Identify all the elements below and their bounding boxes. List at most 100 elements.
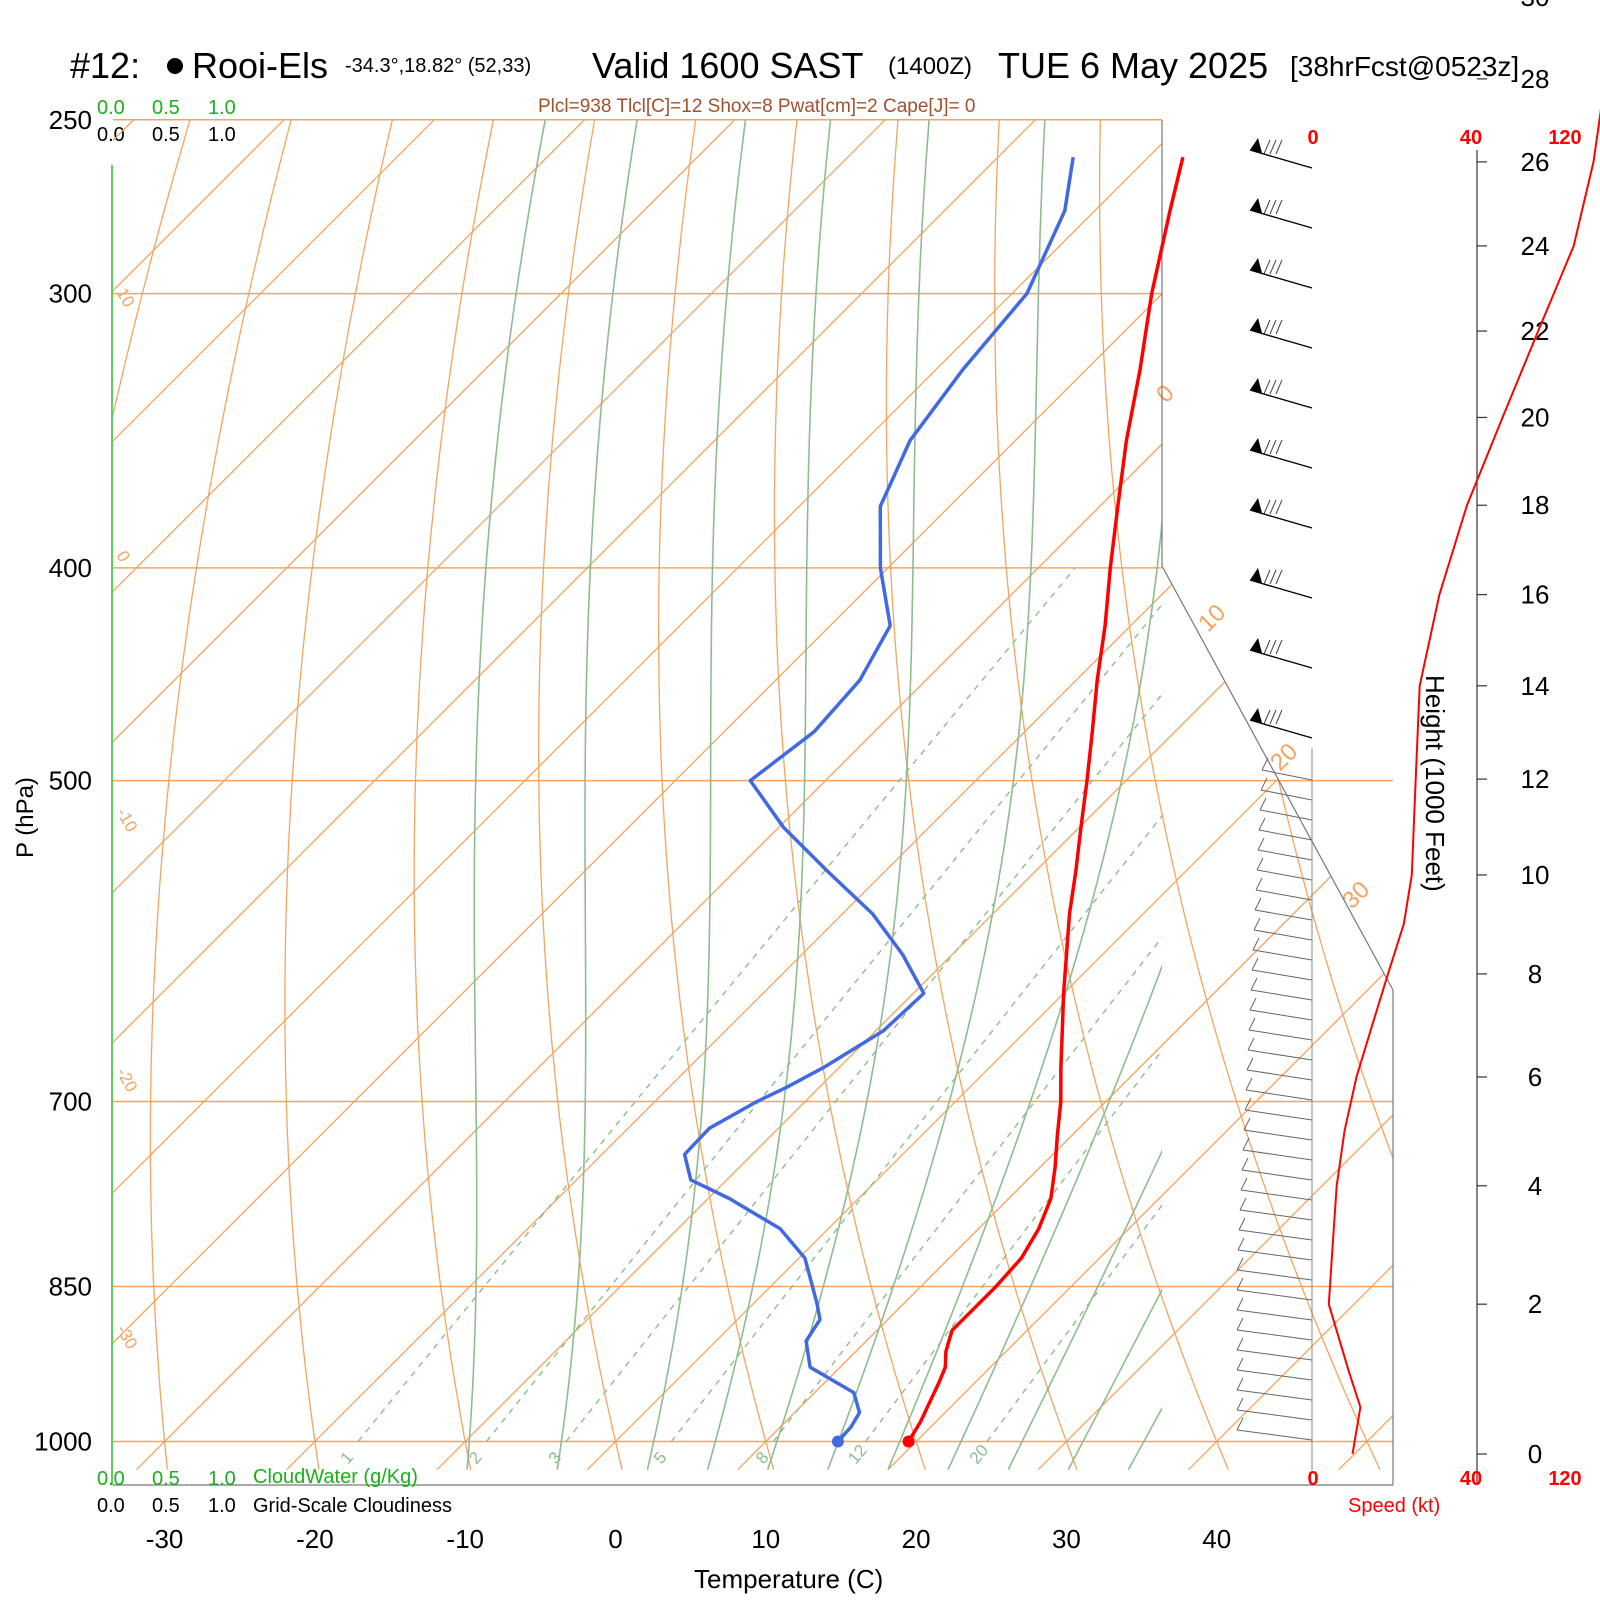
wind-barb-feather-9-1: [1269, 709, 1277, 725]
height-tick-4: 4: [1528, 1171, 1542, 1201]
mixing-ratio-label-20: 20: [966, 1441, 993, 1468]
wind-speed-line: [1327, 109, 1600, 1455]
station-dot-icon: [167, 58, 183, 74]
wind-barb-low-17: [1244, 1109, 1313, 1121]
wind-barb-low-3: [1258, 829, 1313, 841]
pressure-tick-850: 850: [49, 1272, 92, 1302]
wind-barb-low-5: [1256, 869, 1313, 881]
wind-barb-low-feather-9: [1252, 937, 1260, 951]
isotherm-20: [887, 120, 1393, 1471]
cloudwater-scale-bottom-1: 0.5: [152, 1468, 180, 1490]
dry-adiabat-20: [773, 120, 926, 1470]
wind-barb-low-feather-19: [1242, 1137, 1250, 1151]
dry-adiabat-30: [885, 120, 1078, 1470]
wind-barb-low-feather-25: [1236, 1257, 1244, 1271]
dry-adiabat-label--10: -10: [113, 805, 142, 836]
speed-tick-top-120: 120: [1548, 127, 1581, 149]
wind-barb-low-31: [1236, 1389, 1313, 1401]
wind-barb-pennant-0: [1250, 138, 1262, 153]
wind-barb-low-feather-1: [1260, 777, 1268, 791]
wind-barb-low-feather-22: [1239, 1197, 1247, 1211]
dry-adiabat--10: [413, 120, 495, 1470]
wind-barb-low-feather-14: [1247, 1037, 1255, 1051]
pressure-tick-700: 700: [49, 1086, 92, 1116]
height-tick-16: 16: [1521, 580, 1550, 610]
mixing-ratio-12: [865, 1049, 1162, 1442]
cloudiness-scale-bottom-2: 1.0: [208, 1495, 236, 1517]
wind-barb-low-15: [1246, 1069, 1313, 1081]
moist-adiabat-7: [947, 964, 1162, 1471]
mixing-ratio-label-12: 12: [844, 1441, 871, 1468]
wind-barb-pennant-1: [1250, 198, 1262, 213]
temperature-line: [907, 156, 1185, 1443]
mixing-ratio-label-1: 1: [337, 1448, 358, 1467]
wind-barb-low-16: [1245, 1089, 1313, 1101]
wind-barb-staff-0: [1249, 149, 1313, 169]
cloudiness-scale-top-1: 0.5: [152, 124, 180, 146]
temp-tick-40: 40: [1202, 1524, 1231, 1554]
forecast-run: [38hrFcst@0523z]: [1290, 51, 1519, 82]
moist-adiabat-5: [827, 120, 1046, 1470]
wind-barb-low-27: [1236, 1309, 1313, 1321]
wind-barb-low-29: [1236, 1349, 1313, 1361]
isotherm-0: [586, 120, 1393, 1471]
mixing-ratio-20: [986, 1204, 1162, 1442]
wind-barb-pennant-5: [1250, 438, 1262, 453]
wind-barb-low-9: [1252, 949, 1313, 961]
wind-barb-low-feather-23: [1238, 1217, 1246, 1231]
wind-barb-feather-5-1: [1269, 439, 1277, 455]
wind-barb-staff-3: [1249, 329, 1313, 349]
height-tick-22: 22: [1521, 316, 1550, 346]
surface-temperature-marker: [902, 1435, 915, 1448]
speed-tick-top-0: 0: [1307, 127, 1318, 149]
temp-tick--30: -30: [146, 1524, 184, 1554]
wind-barb-low-feather-20: [1241, 1157, 1249, 1171]
wind-barb-feather-5-0: [1263, 439, 1271, 455]
wind-barb-staff-7: [1249, 579, 1313, 599]
utc-time: (1400Z): [888, 53, 972, 80]
wind-barb-low-feather-27: [1236, 1297, 1244, 1311]
wind-barb-low-feather-6: [1255, 877, 1263, 891]
wind-barb-feather-0-0: [1263, 139, 1271, 155]
height-tick-26: 26: [1521, 147, 1550, 177]
valid-time: Valid 1600 SAST: [592, 45, 864, 86]
wind-barb-low-feather-3: [1258, 817, 1266, 831]
mixing-ratio-lines: 1 2 3 5 8 12 20: [337, 567, 1162, 1468]
height-tick-10: 10: [1521, 860, 1550, 890]
wind-barb-low-feather-26: [1236, 1277, 1244, 1291]
wind-barb-feather-7-2: [1275, 569, 1283, 585]
wind-barb-feather-6-0: [1263, 499, 1271, 515]
cloudwater-scale-top-0: 0.0: [97, 97, 125, 119]
dry-adiabat-label--30: -30: [113, 1322, 142, 1353]
height-tick-14: 14: [1521, 671, 1550, 701]
wind-barb-low-feather-5: [1256, 857, 1264, 871]
moist-adiabat-8: [1007, 1149, 1162, 1471]
wind-barb-low-30: [1236, 1369, 1313, 1381]
pressure-tick-300: 300: [49, 279, 92, 309]
cloudiness-scale-bottom-1: 0.5: [152, 1495, 180, 1517]
cloudwater-label: CloudWater (g/Kg): [253, 1466, 418, 1488]
surface-dewpoint-marker: [831, 1435, 844, 1448]
wind-barb-low-feather-13: [1248, 1017, 1256, 1031]
forecast-date: TUE 6 May 2025: [998, 45, 1268, 86]
wind-barb-feather-1-2: [1275, 199, 1283, 215]
dry-adiabat-label-0: 0: [113, 548, 134, 566]
wind-barb-low-feather-0: [1261, 757, 1269, 771]
dry-adiabat-lines: [113, 120, 1393, 1471]
dry-adiabat-label--20: -20: [113, 1065, 142, 1096]
wind-barb-feather-9-2: [1275, 709, 1283, 725]
wind-barb-feather-4-1: [1269, 379, 1277, 395]
wind-barb-feather-6-2: [1275, 499, 1283, 515]
temp-tick--20: -20: [296, 1524, 334, 1554]
dewpoint-line: [682, 156, 1075, 1443]
wind-barb-staff-5: [1249, 449, 1313, 469]
wind-barb-low-8: [1253, 929, 1313, 941]
cloudwater-scale-top-2: 1.0: [208, 97, 236, 119]
wind-barb-staff-8: [1249, 649, 1313, 669]
isotherm-10: [737, 120, 1393, 1471]
pressure-tick-labels: 250 300 400 500 700 850 1000: [34, 105, 92, 1457]
wind-barb-feather-1-0: [1263, 199, 1271, 215]
wind-barb-feather-0-2: [1275, 139, 1283, 155]
dry-adiabat--30: [149, 120, 292, 1470]
wind-barb-low-feather-10: [1251, 957, 1259, 971]
